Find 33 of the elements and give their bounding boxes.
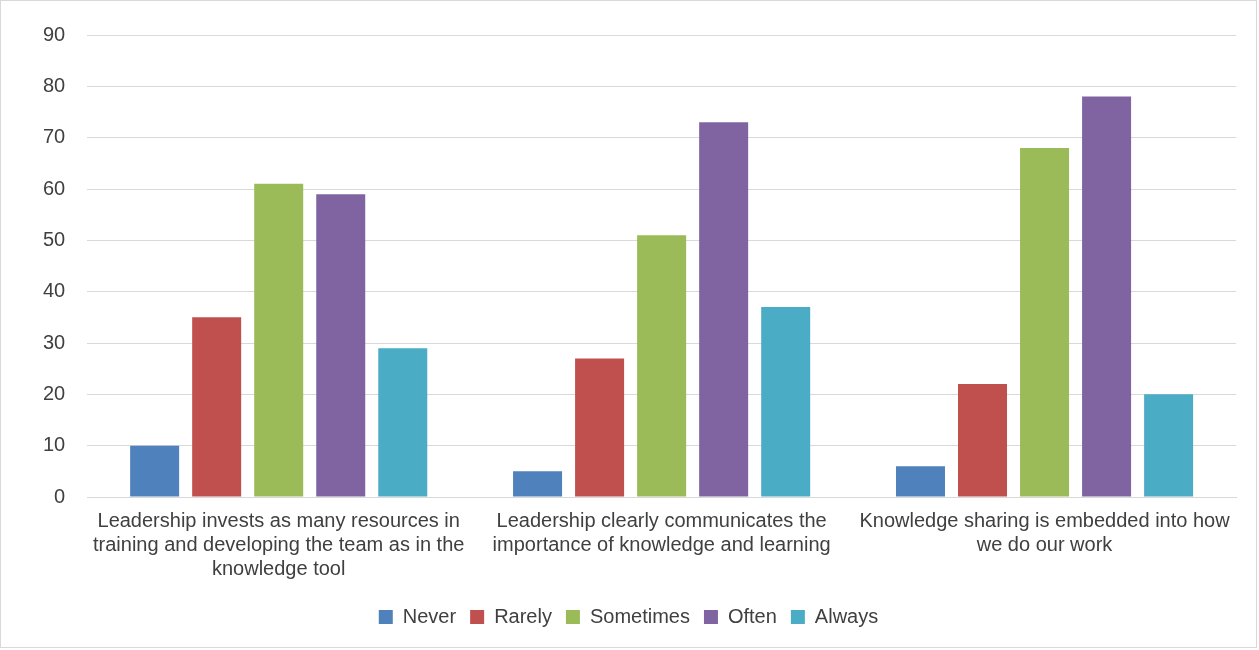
y-tick-label: 40 bbox=[43, 279, 66, 302]
y-tick-label: 90 bbox=[43, 22, 66, 45]
bar bbox=[1020, 147, 1070, 497]
bar bbox=[513, 471, 563, 497]
bar bbox=[316, 194, 366, 497]
y-tick-label: 70 bbox=[43, 125, 66, 148]
bar bbox=[1082, 96, 1132, 497]
bar bbox=[130, 445, 180, 497]
bar bbox=[575, 358, 625, 497]
legend-label: Always bbox=[814, 604, 879, 627]
bar bbox=[895, 466, 945, 497]
bar bbox=[192, 317, 242, 497]
legend-label: Never bbox=[402, 604, 457, 627]
x-tick-label: Leadership invests as many resources in training and developing the team as in the knowledge tool bbox=[93, 508, 465, 579]
legend-label: Sometimes bbox=[589, 604, 690, 627]
bar bbox=[378, 348, 428, 497]
legend-label: Often bbox=[727, 604, 777, 627]
y-tick-label: 60 bbox=[43, 176, 66, 199]
y-tick-label: 10 bbox=[43, 433, 66, 456]
y-tick-label: 0 bbox=[54, 484, 66, 507]
y-tick-label: 80 bbox=[43, 73, 66, 96]
legend-label: Rarely bbox=[494, 604, 552, 627]
bar bbox=[699, 122, 749, 497]
bar bbox=[254, 183, 304, 497]
y-tick-label: 50 bbox=[43, 227, 66, 250]
bar bbox=[761, 307, 811, 497]
bar bbox=[1144, 394, 1194, 497]
bar bbox=[637, 235, 687, 497]
bar bbox=[958, 384, 1008, 497]
x-tick-label: Knowledge sharing is embedded into how we do our work bbox=[859, 508, 1231, 555]
y-tick-label: 30 bbox=[43, 330, 66, 353]
x-tick-label: Leadership clearly communicates the importance of knowledge and learning bbox=[492, 508, 831, 555]
y-tick-label: 20 bbox=[43, 381, 66, 404]
